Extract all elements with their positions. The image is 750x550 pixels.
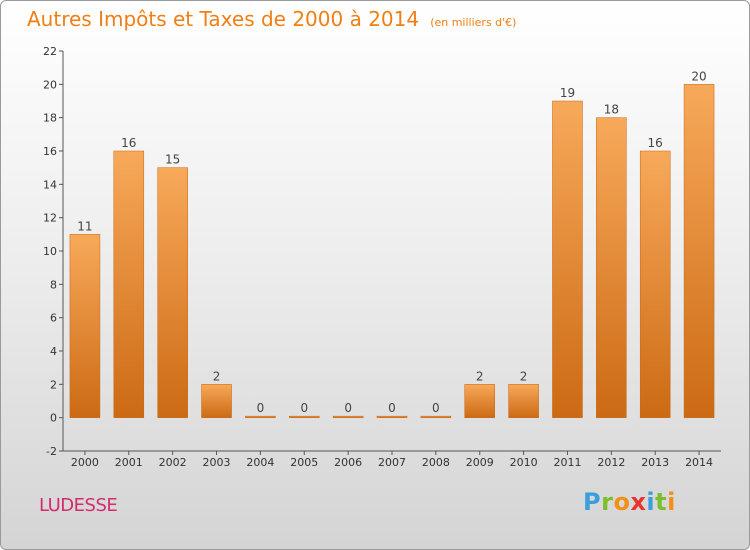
data-label: 2	[476, 369, 484, 383]
y-tick-label: -2	[46, 445, 57, 458]
y-tick-label: 8	[50, 278, 57, 291]
bar	[157, 167, 188, 418]
x-tick-label: 2002	[159, 456, 187, 469]
logo-letter: i	[667, 488, 676, 516]
data-label: 16	[121, 136, 136, 150]
logo-letter: P	[583, 488, 602, 516]
data-label: 18	[604, 103, 619, 117]
y-tick-label: 20	[43, 78, 57, 91]
data-label: 11	[77, 219, 92, 233]
y-tick-label: 18	[43, 112, 57, 125]
data-label: 0	[344, 401, 352, 415]
x-tick-label: 2012	[597, 456, 625, 469]
y-tick-label: 10	[43, 245, 57, 258]
x-tick-label: 2008	[422, 456, 450, 469]
bar	[332, 415, 364, 418]
chart-title: Autres Impôts et Taxes de 2000 à 2014 (e…	[27, 7, 516, 31]
bar	[508, 384, 539, 418]
logo-letter: r	[601, 488, 614, 516]
y-tick-label: 16	[43, 145, 57, 158]
bar	[69, 234, 101, 418]
logo-letter: i	[646, 488, 656, 516]
x-tick-label: 2003	[203, 456, 231, 469]
bar	[596, 117, 627, 418]
x-tick-label: 2013	[641, 456, 669, 469]
data-label: 2	[520, 369, 528, 383]
bar	[376, 415, 408, 418]
data-label: 20	[691, 69, 706, 83]
data-label: 19	[560, 86, 575, 100]
bar	[113, 150, 145, 418]
x-tick-label: 2009	[466, 456, 494, 469]
x-tick-label: 2014	[685, 456, 713, 469]
bar	[245, 415, 276, 418]
y-tick-label: 12	[43, 212, 57, 225]
y-tick-label: 14	[43, 178, 57, 191]
data-label: 2	[213, 369, 221, 383]
commune-name: LUDESSE	[39, 495, 118, 516]
x-tick-label: 2005	[290, 456, 318, 469]
chart-bars	[69, 84, 715, 418]
bar	[683, 84, 715, 418]
logo-letter: x	[630, 488, 647, 516]
bar	[420, 415, 452, 418]
data-label: 15	[165, 153, 180, 167]
y-tick-label: 6	[50, 312, 57, 325]
logo-letter: t	[655, 488, 668, 516]
data-label: 16	[648, 136, 663, 150]
x-tick-label: 2004	[246, 456, 274, 469]
x-tick-label: 2001	[115, 456, 143, 469]
proxiti-logo: Proxiti	[583, 488, 676, 516]
data-label: 0	[257, 401, 265, 415]
bar	[201, 384, 232, 418]
data-label: 0	[388, 401, 396, 415]
y-tick-label: 2	[50, 378, 57, 391]
bar	[464, 384, 495, 418]
y-tick-label: 0	[50, 412, 57, 425]
x-tick-label: 2010	[510, 456, 538, 469]
data-label: 0	[432, 401, 440, 415]
bar	[289, 415, 320, 418]
chart-unit-text: (en milliers d'€)	[430, 16, 517, 29]
chart-title-text: Autres Impôts et Taxes de 2000 à 2014	[27, 7, 420, 31]
x-tick-label: 2006	[334, 456, 362, 469]
x-tick-label: 2000	[71, 456, 99, 469]
y-tick-label: 22	[43, 45, 57, 58]
x-tick-label: 2011	[553, 456, 581, 469]
bar	[639, 150, 671, 418]
bar	[552, 100, 583, 418]
y-tick-label: 4	[50, 345, 57, 358]
x-tick-label: 2007	[378, 456, 406, 469]
data-label: 0	[300, 401, 308, 415]
logo-letter: o	[613, 488, 631, 516]
